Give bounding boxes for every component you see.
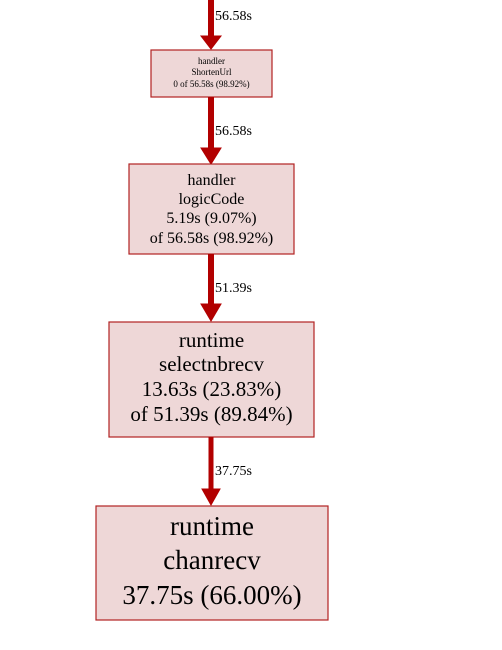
node-package-label: runtime <box>179 328 244 352</box>
node-package-label: handler <box>188 172 237 189</box>
node-runtime-chanrecv[interactable]: runtime chanrecv 37.75s (66.00%) <box>95 505 329 621</box>
node-handler-logiccode[interactable]: handler logicCode 5.19s (9.07%) of 56.58… <box>128 163 295 255</box>
node-box <box>108 321 315 438</box>
edge-incoming[interactable]: 56.58s <box>199 0 252 50</box>
node-flat-time-label: 13.63s (23.83%) <box>142 377 281 401</box>
node-cum-time-label: of 56.58s (98.92%) <box>150 230 274 247</box>
node-runtime-selectnbrecv[interactable]: runtime selectnbrecv 13.63s (23.83%) of … <box>108 321 315 438</box>
node-handler-shortenurl[interactable]: handler ShortenUrl 0 of 56.58s (98.92%) <box>150 49 273 98</box>
node-function-label: logicCode <box>179 191 245 208</box>
node-time-label: 0 of 56.58s (98.92%) <box>173 79 249 89</box>
edge-label-selectnbrecv-to-chanrecv: 37.75s <box>215 464 252 479</box>
edge-label-logiccode-to-selectnbrecv: 51.39s <box>215 281 252 296</box>
edge-label-shortenurl-to-logiccode: 56.58s <box>215 124 252 139</box>
node-flat-time-label: 37.75s (66.00%) <box>122 580 301 610</box>
edge-label-incoming: 56.58s <box>215 9 252 24</box>
node-function-label: ShortenUrl <box>192 67 232 77</box>
edge-shortenurl-to-logiccode[interactable]: 56.58s <box>200 97 252 165</box>
edge-logiccode-to-selectnbrecv[interactable]: 51.39s <box>200 254 252 322</box>
edge-selectnbrecv-to-chanrecv[interactable]: 37.75s <box>201 437 252 507</box>
node-package-label: handler <box>198 56 225 66</box>
node-function-label: chanrecv <box>163 545 261 575</box>
node-box <box>128 163 295 255</box>
node-box <box>95 505 329 621</box>
node-package-label: runtime <box>170 511 254 541</box>
node-cum-time-label: of 51.39s (89.84%) <box>130 402 292 426</box>
node-function-label: selectnbrecv <box>159 352 264 376</box>
node-flat-time-label: 5.19s (9.07%) <box>166 210 256 227</box>
